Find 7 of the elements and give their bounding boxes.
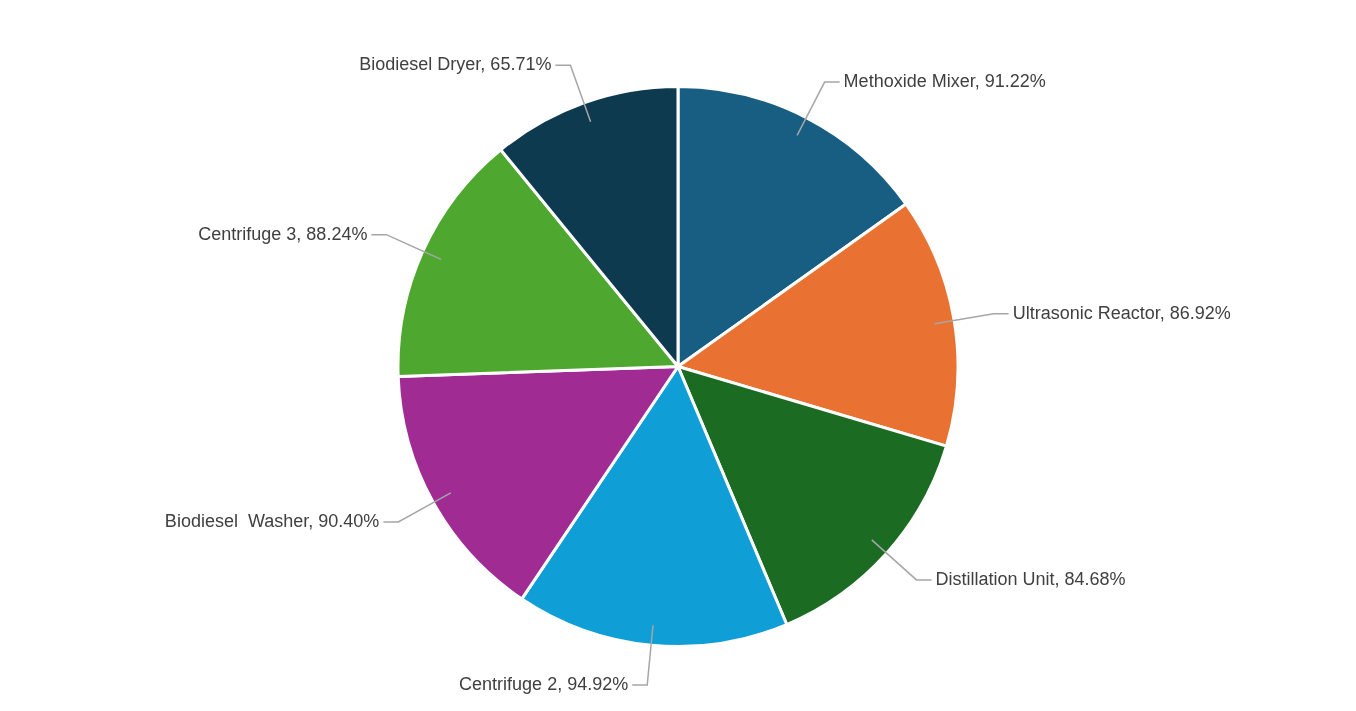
slice-label: Distillation Unit, 84.68% bbox=[935, 568, 1126, 589]
slice-label: Ultrasonic Reactor, 86.92% bbox=[1012, 302, 1231, 323]
slice-label: Methoxide Mixer, 91.22% bbox=[843, 71, 1046, 92]
slice-label: Biodiesel Washer, 90.40% bbox=[164, 510, 380, 531]
slice-label: Centrifuge 2, 94.92% bbox=[459, 673, 629, 694]
slice-label: Biodiesel Dryer, 65.71% bbox=[359, 54, 552, 75]
slice-label: Centrifuge 3, 88.24% bbox=[198, 223, 368, 244]
